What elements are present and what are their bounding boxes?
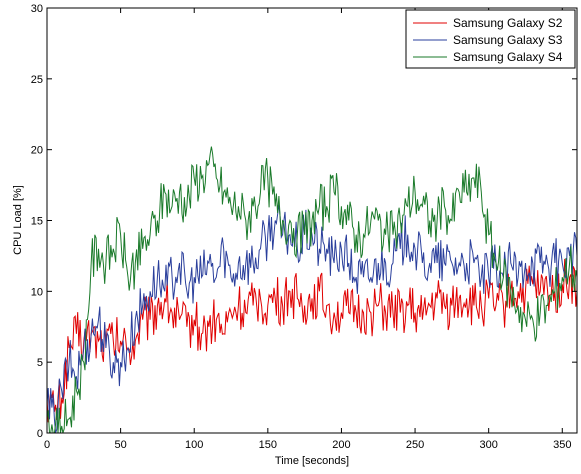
legend: Samsung Galaxy S2 Samsung Galaxy S3 Samsun…	[405, 9, 576, 69]
series-line-2	[46, 204, 578, 434]
x-tick-label: 250	[406, 439, 424, 451]
x-ticks: 0 50 100 150 200 250 300 350	[44, 8, 571, 451]
legend-label-2: Samsung Galaxy S3	[453, 33, 563, 47]
series-line-3	[46, 146, 578, 434]
series-layer	[46, 146, 578, 434]
y-tick-label: 5	[37, 357, 43, 369]
x-tick-label: 150	[259, 439, 277, 451]
x-axis-label: Time [seconds]	[275, 455, 349, 467]
legend-box	[405, 9, 576, 69]
y-tick-label: 20	[31, 145, 43, 157]
legend-label-3: Samsung Galaxy S4	[453, 50, 563, 64]
legend-label-1: Samsung Galaxy S2	[453, 16, 563, 30]
x-tick-label: 350	[553, 439, 571, 451]
x-tick-label: 300	[479, 439, 497, 451]
y-tick-label: 0	[37, 428, 43, 440]
x-tick-label: 200	[332, 439, 350, 451]
y-ticks: 0 5 10 15 20 25 30	[31, 3, 577, 440]
plot-frame	[46, 7, 578, 434]
y-tick-label: 30	[31, 3, 43, 15]
x-tick-label: 0	[44, 439, 50, 451]
x-tick-label: 100	[185, 439, 203, 451]
y-tick-label: 15	[31, 216, 43, 228]
y-tick-label: 25	[31, 74, 43, 86]
y-tick-label: 10	[31, 286, 43, 298]
x-tick-label: 50	[114, 439, 126, 451]
y-axis-label: CPU Load [%]	[12, 185, 24, 255]
series-line-1	[46, 258, 578, 423]
